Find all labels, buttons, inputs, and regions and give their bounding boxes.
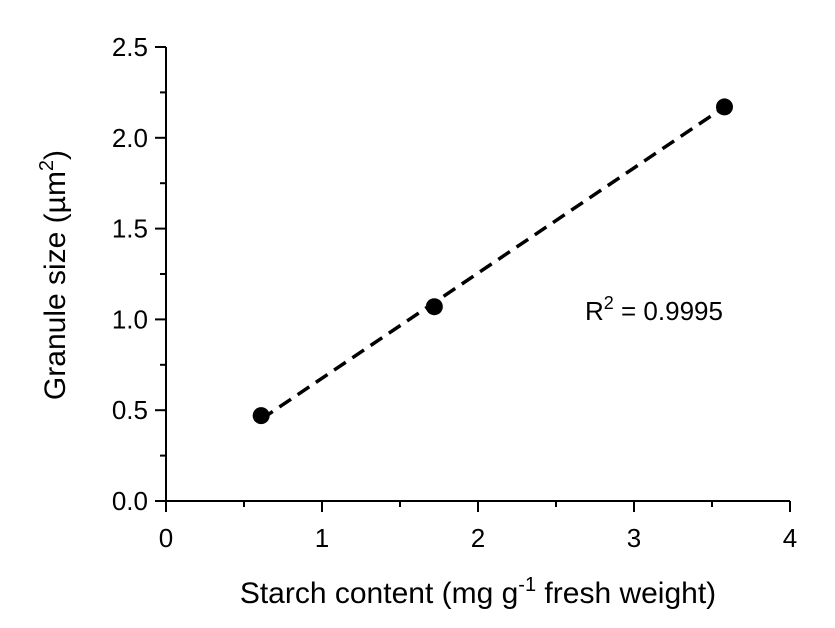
y-tick-label: 1.5	[112, 214, 148, 244]
y-axis-title-suffix: )	[39, 150, 72, 160]
x-axis-title-prefix: Starch content (mg g	[240, 577, 518, 610]
x-tick-label: 2	[471, 523, 485, 553]
r-squared-annotation: R2 = 0.9995	[585, 293, 723, 326]
annotation-suffix: = 0.9995	[614, 296, 723, 326]
fit-line	[260, 105, 726, 421]
major-ticks	[155, 46, 791, 512]
data-points	[252, 98, 733, 425]
y-tick-label: 2.5	[112, 32, 148, 62]
y-axis-title-superscript: 2	[36, 160, 58, 171]
x-tick-label: 3	[627, 523, 641, 553]
x-axis-title: Starch content (mg g-1 fresh weight)	[240, 574, 716, 610]
y-tick-label: 2.0	[112, 123, 148, 153]
x-tick-labels: 0 1 2 3 4	[159, 523, 797, 553]
y-axis-title-prefix: Granule size (µm	[39, 171, 72, 400]
annotation-prefix: R	[585, 296, 604, 326]
y-tick-label: 0.5	[112, 395, 148, 425]
x-tick-label: 4	[783, 523, 797, 553]
x-axis-title-superscript: -1	[518, 574, 536, 596]
y-tick-label: 0.0	[112, 486, 148, 516]
data-point	[425, 298, 443, 316]
annotation-superscript: 2	[604, 293, 614, 313]
x-tick-label: 1	[315, 523, 329, 553]
y-tick-labels: 0.0 0.5 1.0 1.5 2.0 2.5	[112, 32, 148, 516]
y-tick-label: 1.0	[112, 304, 148, 334]
data-point	[252, 407, 270, 425]
data-point	[715, 98, 733, 116]
x-axis-title-suffix: fresh weight)	[536, 577, 716, 610]
y-axis-title: Granule size (µm2)	[36, 150, 72, 400]
x-tick-label: 0	[159, 523, 173, 553]
